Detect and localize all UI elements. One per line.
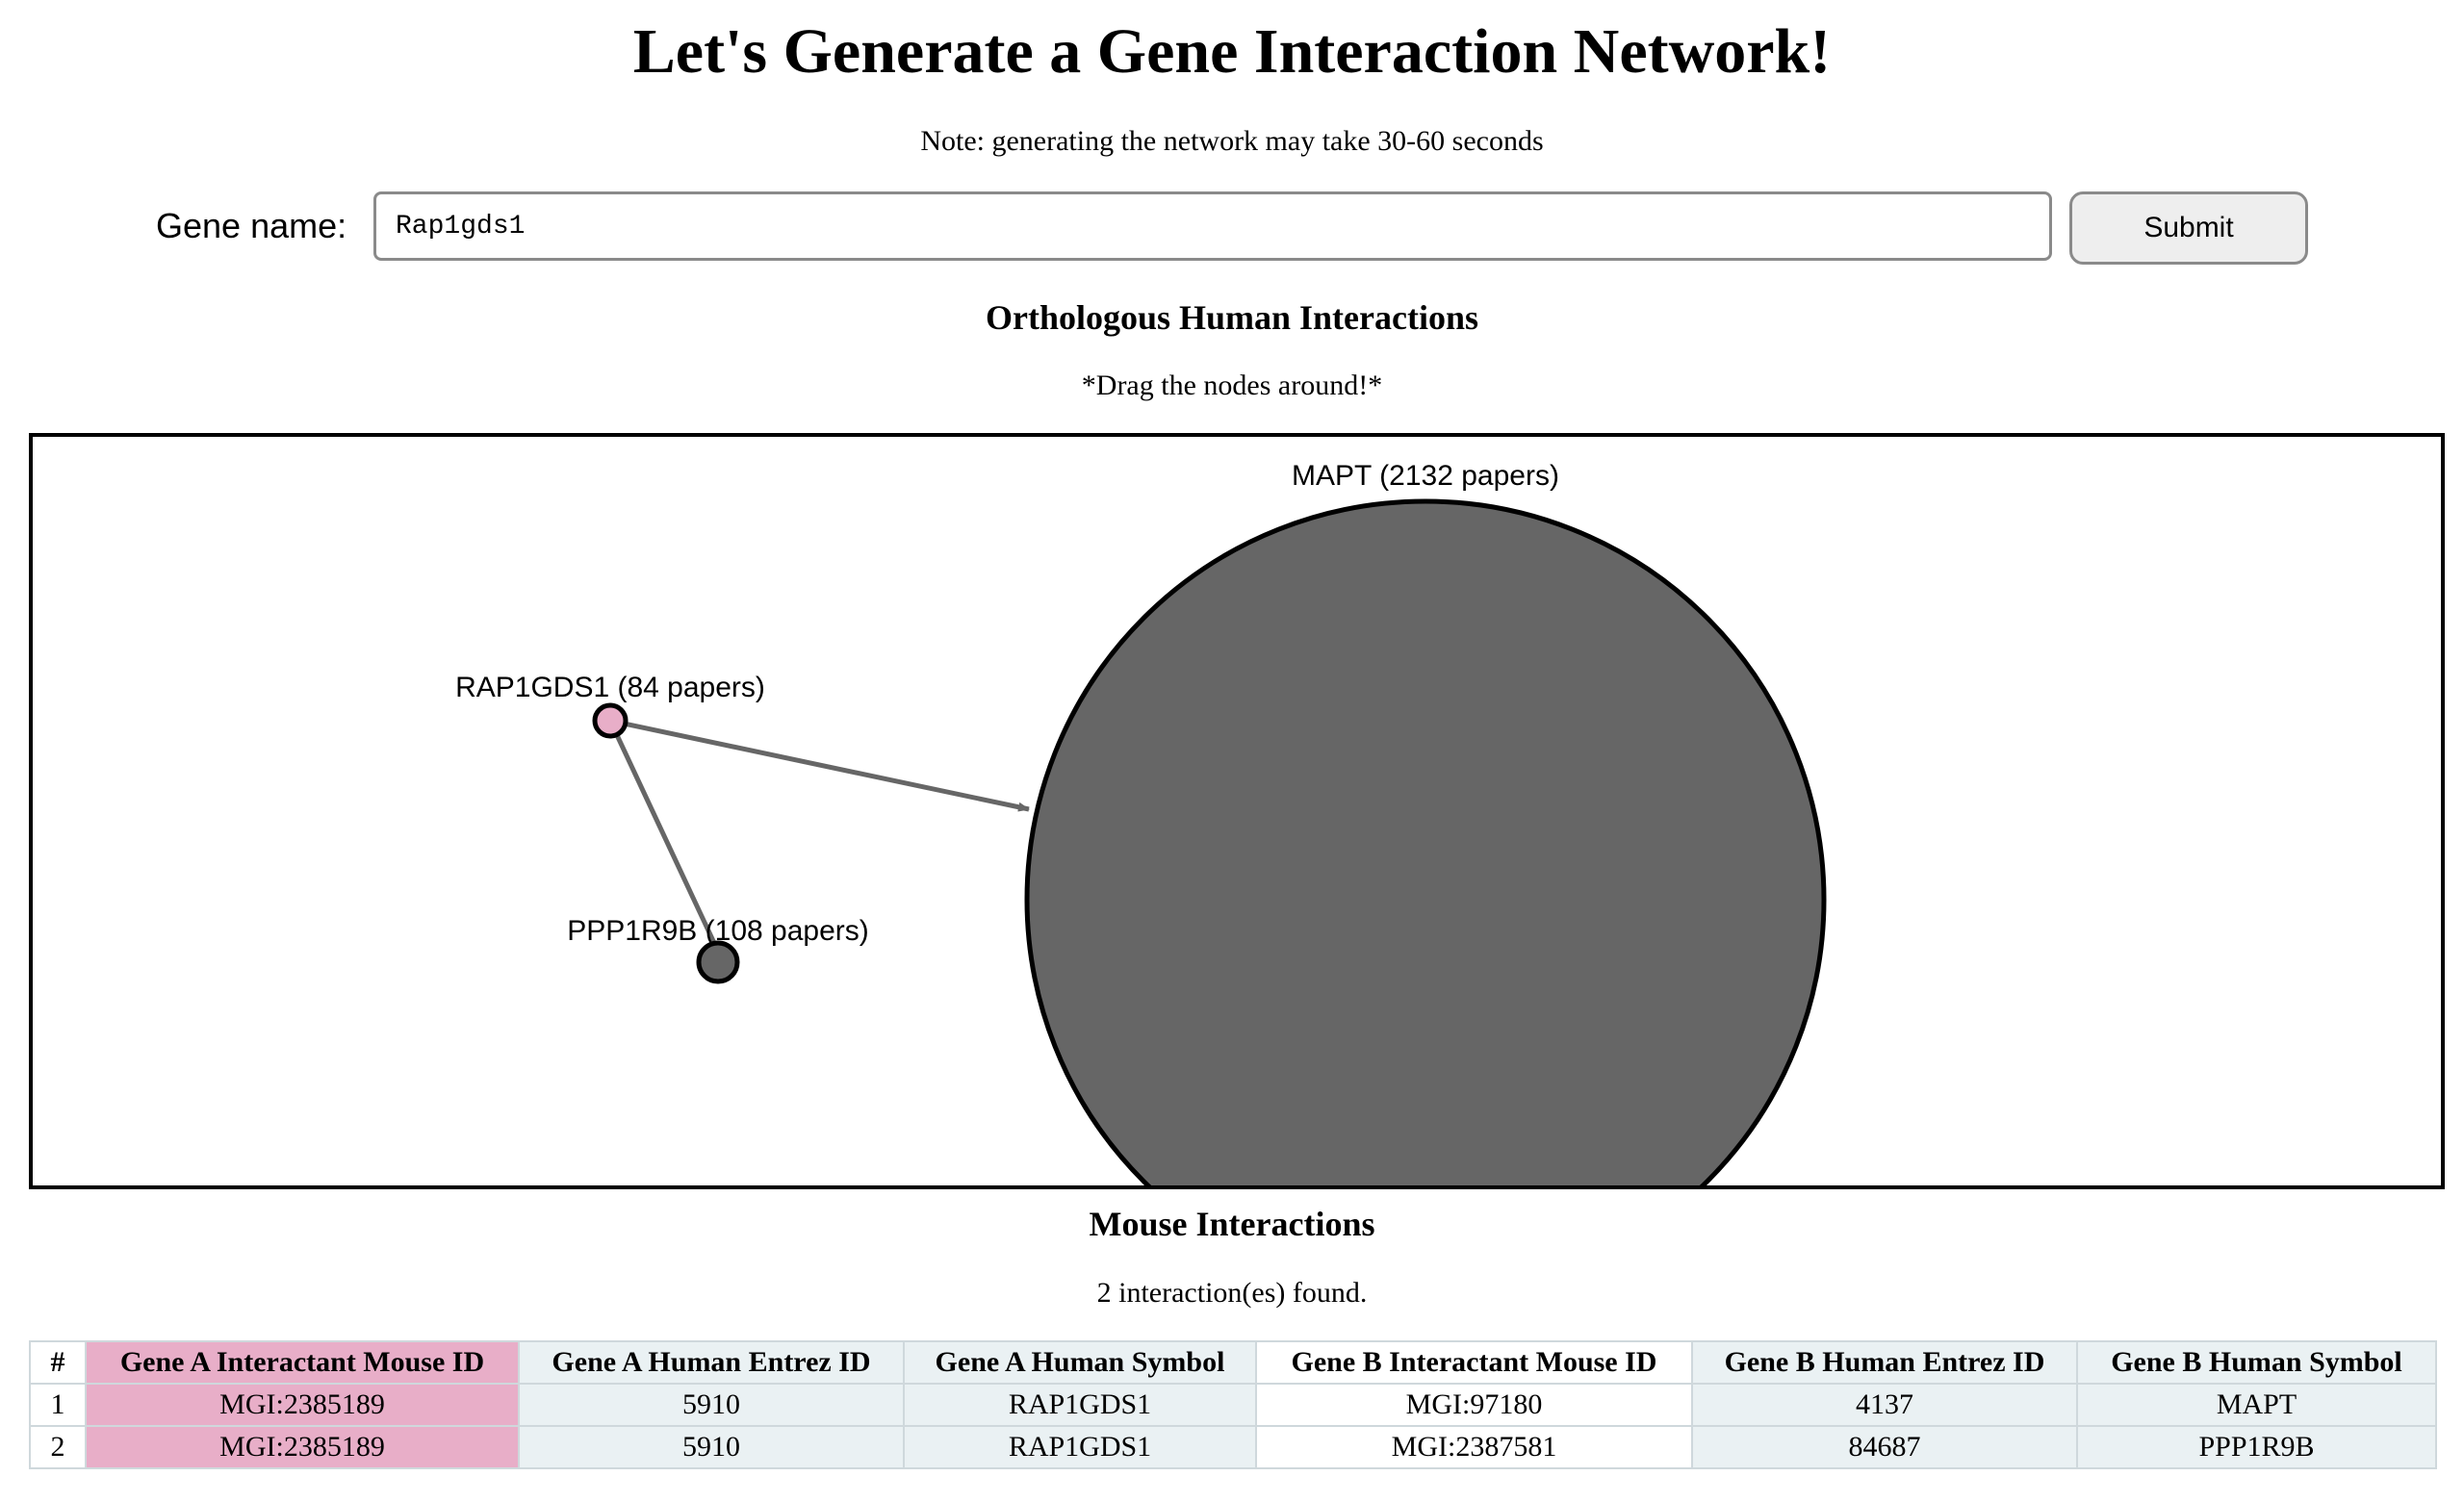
cell-number: 1: [29, 1383, 87, 1427]
cell-gene-a-entrez-id: 5910: [518, 1383, 905, 1427]
page-title: Let's Generate a Gene Interaction Networ…: [632, 16, 1832, 87]
node-mapt[interactable]: [1024, 498, 1827, 1185]
column-header-gene-a-mouse-id[interactable]: Gene A Interactant Mouse ID: [85, 1340, 520, 1385]
gene-name-label: Gene name:: [156, 206, 347, 245]
node-label-rap1gds1: RAP1GDS1 (84 papers): [455, 672, 765, 703]
cell-gene-b-entrez-id: 4137: [1691, 1383, 2078, 1427]
gene-search-form: Gene name: Submit: [0, 190, 2464, 267]
column-header-gene-b-symbol[interactable]: Gene B Human Symbol: [2076, 1340, 2437, 1385]
edge-rap1gds1-ppp1r9b: [607, 719, 717, 945]
network-graph[interactable]: MAPT (2132 papers) RAP1GDS1 (84 papers) …: [33, 437, 2441, 1185]
edge-rap1gds1-mapt: [609, 718, 1030, 812]
cell-gene-b-entrez-id: 84687: [1691, 1425, 2078, 1469]
cell-number: 2: [29, 1425, 87, 1469]
node-label-mapt: MAPT (2132 papers): [1292, 460, 1559, 492]
network-heading: Orthologous Human Interactions: [985, 298, 1479, 337]
cell-gene-a-mouse-id: MGI:2385189: [85, 1383, 520, 1427]
table-header-row: # Gene A Interactant Mouse ID Gene A Hum…: [29, 1340, 2437, 1385]
node-ppp1r9b[interactable]: [696, 940, 740, 984]
node-rap1gds1[interactable]: [592, 702, 629, 739]
cell-gene-b-symbol: PPP1R9B: [2076, 1425, 2437, 1469]
cell-gene-b-symbol: MAPT: [2076, 1383, 2437, 1427]
cell-gene-a-mouse-id: MGI:2385189: [85, 1425, 520, 1469]
table-row: 1 MGI:2385189 5910 RAP1GDS1 MGI:97180 41…: [29, 1383, 2437, 1427]
submit-button[interactable]: Submit: [2069, 191, 2308, 265]
column-header-gene-b-entrez-id[interactable]: Gene B Human Entrez ID: [1691, 1340, 2078, 1385]
network-canvas[interactable]: MAPT (2132 papers) RAP1GDS1 (84 papers) …: [29, 433, 2445, 1189]
cell-gene-b-mouse-id: MGI:97180: [1255, 1383, 1693, 1427]
mouse-interactions-table: # Gene A Interactant Mouse ID Gene A Hum…: [29, 1340, 2437, 1469]
column-header-gene-b-mouse-id[interactable]: Gene B Interactant Mouse ID: [1255, 1340, 1693, 1385]
column-header-gene-a-entrez-id[interactable]: Gene A Human Entrez ID: [518, 1340, 905, 1385]
node-label-ppp1r9b: PPP1R9B (108 papers): [567, 915, 869, 947]
mouse-heading: Mouse Interactions: [1089, 1205, 1375, 1243]
column-header-number[interactable]: #: [29, 1340, 87, 1385]
timing-note: Note: generating the network may take 30…: [920, 125, 1544, 157]
cell-gene-b-mouse-id: MGI:2387581: [1255, 1425, 1693, 1469]
column-header-gene-a-symbol[interactable]: Gene A Human Symbol: [903, 1340, 1257, 1385]
interaction-count: 2 interaction(es) found.: [1096, 1277, 1368, 1309]
table-row: 2 MGI:2385189 5910 RAP1GDS1 MGI:2387581 …: [29, 1425, 2437, 1469]
cell-gene-a-symbol: RAP1GDS1: [903, 1425, 1257, 1469]
gene-name-input[interactable]: [373, 191, 2052, 261]
cell-gene-a-entrez-id: 5910: [518, 1425, 905, 1469]
drag-hint: *Drag the nodes around!*: [1081, 369, 1383, 401]
cell-gene-a-symbol: RAP1GDS1: [903, 1383, 1257, 1427]
